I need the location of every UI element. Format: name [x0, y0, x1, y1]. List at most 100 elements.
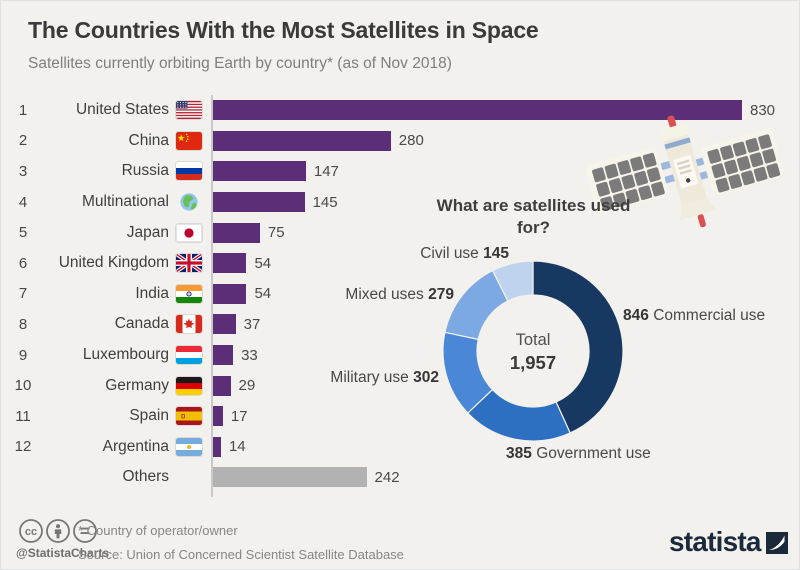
- flag-cell: [169, 254, 212, 273]
- country-label: Multinational: [81, 193, 169, 211]
- ru-flag-icon: [176, 162, 202, 181]
- rank-label: 2: [18, 132, 28, 150]
- bar-row: 12 Argentina 14: [1, 432, 799, 463]
- bar: [212, 467, 367, 488]
- value-label: 280: [398, 132, 424, 150]
- total-value: 1,957: [509, 351, 557, 373]
- country-label: Argentina: [102, 437, 169, 455]
- flag-cell: [169, 162, 212, 181]
- mixed-uses-label: Mixed uses: [345, 286, 424, 303]
- bar-zone: 280: [212, 126, 799, 157]
- rank-label: 1: [18, 101, 28, 119]
- bar-row: Others 242: [1, 462, 799, 493]
- country-label: United Kingdom: [58, 254, 169, 272]
- donut-chart: [442, 260, 624, 442]
- cn-flag-icon: [176, 131, 202, 150]
- ca-flag-icon: [176, 315, 202, 334]
- footnote: * Country of operator/owner: [78, 523, 238, 538]
- bar-zone: 33: [212, 340, 799, 371]
- bar-zone: 29: [212, 370, 799, 401]
- value-label: 147: [313, 162, 339, 180]
- civil-use-value: 145: [483, 245, 509, 262]
- bar: [212, 283, 247, 304]
- value-label: 14: [228, 438, 246, 456]
- statista-charts-handle[interactable]: @StatistaCharts: [16, 546, 110, 560]
- flag-cell: [169, 101, 212, 120]
- value-label: 37: [243, 315, 261, 333]
- government-use-label: Government use: [536, 445, 651, 462]
- statista-logo[interactable]: statista: [669, 528, 789, 556]
- rank-label: 5: [18, 224, 28, 242]
- country-label: China: [128, 131, 170, 149]
- donut-label-mixed-uses: Mixed uses 279: [345, 286, 454, 304]
- civil-use-label: Civil use: [420, 245, 479, 262]
- flag-cell: [169, 376, 212, 395]
- country-label: Luxembourg: [82, 346, 169, 364]
- country-bar-chart: 1 United States 830 2 China 280 3 Russia 147 4 Mu…: [1, 95, 799, 495]
- no-derivatives-icon: [73, 519, 97, 543]
- source-line: Source: Union of Concerned Scientist Sat…: [78, 547, 404, 562]
- bar-zone: 54: [212, 279, 799, 310]
- military-use-label: Military use: [330, 369, 409, 386]
- donut-chart-title: What are satellites used for?: [436, 196, 631, 238]
- satellite-illustration: [585, 115, 784, 228]
- bar: [212, 161, 306, 182]
- bar: [212, 406, 223, 427]
- bar-row: 2 China 280: [1, 126, 799, 157]
- value-label: 54: [254, 254, 272, 272]
- flag-cell: [169, 223, 212, 242]
- ar-flag-icon: [176, 437, 202, 456]
- bar: [212, 222, 260, 243]
- globe-flag-icon: [176, 193, 202, 211]
- donut-segment-civil-use: [491, 260, 534, 302]
- total-label: Total: [515, 331, 551, 349]
- rank-label: 12: [14, 438, 32, 456]
- in-flag-icon: [176, 284, 202, 303]
- bar: [212, 436, 221, 457]
- bar: [212, 375, 231, 396]
- flag-cell: [169, 437, 212, 456]
- commercial-use-value: 846: [623, 307, 649, 324]
- bar-row: 9 Luxembourg 33: [1, 340, 799, 371]
- value-label: 242: [374, 468, 400, 486]
- country-label: Japan: [126, 223, 169, 241]
- donut-label-civil-use: Civil use 145: [420, 245, 509, 263]
- government-use-value: 385: [506, 445, 532, 462]
- lu-flag-icon: [176, 346, 202, 365]
- country-label: Spain: [129, 407, 169, 425]
- value-label: 75: [267, 224, 285, 242]
- de-flag-icon: [176, 376, 202, 395]
- country-label: Germany: [105, 376, 169, 394]
- country-label: India: [135, 284, 169, 302]
- bar-row: 3 Russia 147: [1, 156, 799, 187]
- military-use-value: 302: [413, 369, 439, 386]
- bar-zone: 242: [212, 462, 799, 493]
- page-subtitle: Satellites currently orbiting Earth by c…: [28, 55, 452, 72]
- donut-label-military-use: Military use 302: [330, 369, 439, 387]
- rank-label: 11: [15, 407, 31, 425]
- flag-cell: [169, 284, 212, 303]
- us-flag-icon: [176, 101, 202, 120]
- country-label: Others: [122, 468, 169, 486]
- commercial-use-label: Commercial use: [653, 307, 766, 324]
- bar-zone: 830: [212, 95, 799, 126]
- country-label: Russia: [121, 162, 169, 180]
- bar-row: 4 Multinational 145: [1, 187, 799, 218]
- rank-label: 6: [18, 254, 28, 272]
- flag-cell: [169, 407, 212, 426]
- rank-label: 3: [18, 162, 28, 180]
- bar-zone: 147: [212, 156, 799, 187]
- bar-row: 1 United States 830: [1, 95, 799, 126]
- creative-commons-license-icons: cc: [19, 519, 97, 543]
- flag-cell: [169, 193, 212, 211]
- bar-zone: 37: [212, 309, 799, 340]
- value-label: 29: [238, 377, 256, 395]
- value-label: 54: [254, 285, 272, 303]
- bar-zone: 54: [212, 248, 799, 279]
- statista-logo-mark-icon: [765, 531, 788, 554]
- value-label: 145: [312, 193, 338, 211]
- bar-row: 5 Japan 75: [1, 217, 799, 248]
- gb-flag-icon: [176, 254, 202, 273]
- statista-logo-text: statista: [669, 526, 761, 557]
- bar-zone: 75: [212, 217, 799, 248]
